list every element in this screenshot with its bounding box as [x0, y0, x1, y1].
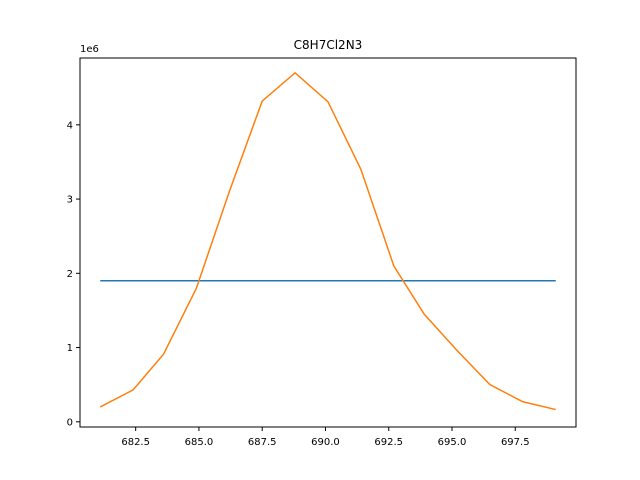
series-line-2: [99, 71, 556, 411]
x-axis: 682.5 685.0 687.5 690.0 692.5 695.0 697.5: [121, 427, 530, 448]
plot-frame: [79, 57, 577, 428]
series-layer: [99, 71, 556, 411]
y-tick-label: 1: [67, 343, 73, 354]
x-tick-label: 687.5: [248, 437, 277, 448]
y-tick-label: 3: [67, 195, 73, 206]
x-tick-label: 692.5: [374, 437, 403, 448]
x-tick-label: 697.5: [501, 437, 530, 448]
x-tick-label: 690.0: [311, 437, 340, 448]
y-offset-label: 1e6: [80, 44, 99, 55]
y-tick-label: 4: [67, 120, 73, 131]
y-tick-label: 0: [67, 417, 73, 428]
chart-title: C8H7Cl2N3: [294, 38, 363, 52]
x-tick-label: 685.0: [185, 437, 214, 448]
x-tick-label: 682.5: [121, 437, 150, 448]
x-tick-label: 695.0: [438, 437, 467, 448]
y-axis: 0 1 2 3 4: [67, 120, 80, 428]
y-tick-label: 2: [67, 269, 73, 280]
